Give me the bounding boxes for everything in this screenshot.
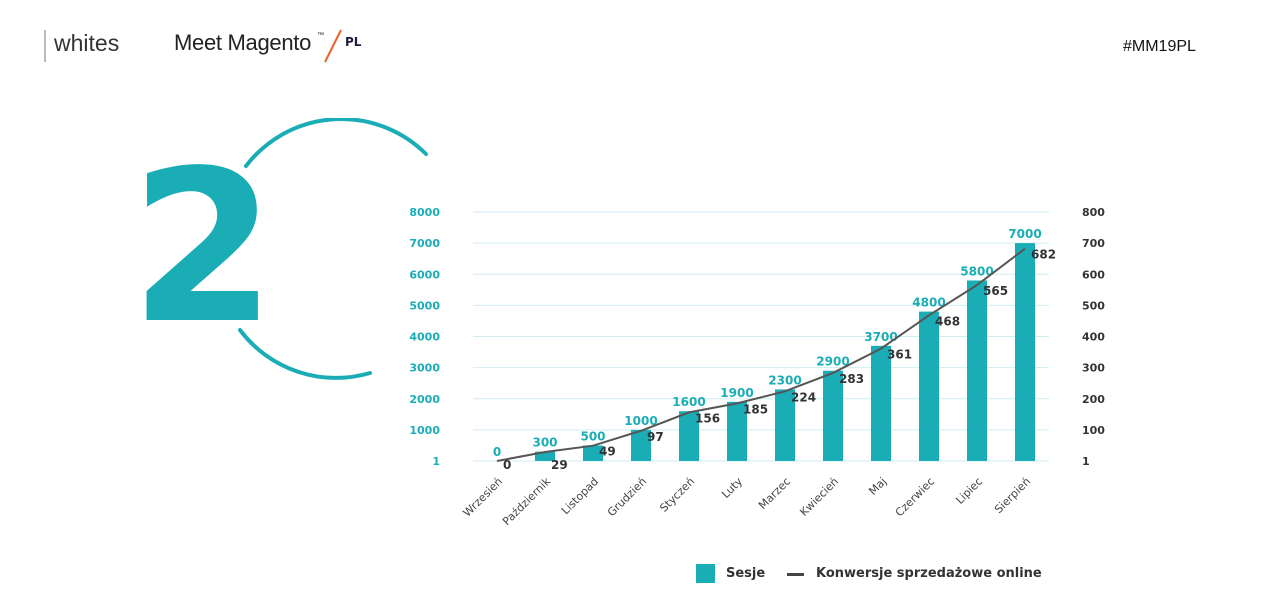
bar-value-label: 1000 <box>624 414 657 428</box>
line-value-label: 224 <box>791 390 816 404</box>
decorative-arc-bottom <box>238 328 372 380</box>
line-value-label: 682 <box>1031 248 1056 262</box>
y-left-tick-label: 1000 <box>409 424 440 437</box>
x-tick-label: Listopad <box>559 475 601 517</box>
line-value-label: 185 <box>743 402 768 416</box>
x-tick-label: Wrzesień <box>461 475 506 520</box>
bar-sessions <box>727 401 747 461</box>
x-tick-label: Kwiecień <box>797 475 841 519</box>
legend-conversions-label: Konwersje sprzedażowe online <box>816 566 1042 581</box>
big-number: 2 <box>130 125 276 370</box>
logo-divider <box>44 30 46 62</box>
x-tick-label: Grudzień <box>605 475 649 519</box>
bar-value-label: 2900 <box>816 355 849 369</box>
bar-sessions <box>871 345 891 461</box>
y-right-tick-label: 1 <box>1082 455 1090 468</box>
whites-logo: whites <box>54 30 120 56</box>
bar-value-label: 5800 <box>960 264 993 278</box>
legend-line-swatch <box>787 573 804 576</box>
bar-sessions <box>679 411 699 461</box>
legend-bar-swatch <box>696 564 715 583</box>
y-right-tick-label: 400 <box>1082 331 1105 344</box>
bar-sessions <box>583 445 603 461</box>
x-tick-label: Marzec <box>756 475 793 512</box>
big-number-graphic: 2 <box>130 118 428 380</box>
bar-value-label: 1600 <box>672 395 705 409</box>
bar-value-label: 2300 <box>768 373 801 387</box>
bar-value-label: 7000 <box>1008 227 1041 241</box>
bar-sessions <box>967 280 987 461</box>
bar-sessions <box>535 451 555 461</box>
y-right-tick-label: 200 <box>1082 393 1105 406</box>
bar-value-label: 0 <box>493 445 501 459</box>
bar-value-label: 3700 <box>864 330 897 344</box>
y-left-tick-label: 1 <box>432 455 440 468</box>
line-value-label: 361 <box>887 348 912 362</box>
x-tick-label: Lipiec <box>953 475 985 507</box>
bar-value-label: 1900 <box>720 386 753 400</box>
y-right-tick-label: 300 <box>1082 362 1105 375</box>
x-tick-label: Maj <box>866 475 889 498</box>
bar-sessions <box>1015 243 1035 461</box>
line-value-label: 49 <box>599 445 616 459</box>
legend-sessions-label: Sesje <box>726 566 766 581</box>
bar-sessions <box>631 429 651 461</box>
y-right-tick-label: 700 <box>1082 237 1105 250</box>
x-tick-label: Sierpień <box>992 475 1033 516</box>
decorative-arc-top <box>244 118 428 168</box>
x-tick-label: Luty <box>719 475 745 501</box>
line-value-label: 565 <box>983 284 1008 298</box>
x-tick-label: Czerwiec <box>893 475 937 519</box>
event-hashtag: #MM19PL <box>1123 38 1196 55</box>
line-value-label: 283 <box>839 372 864 386</box>
y-right-tick-label: 600 <box>1082 268 1105 281</box>
line-conversions <box>496 247 1026 462</box>
y-right-tick-label: 500 <box>1082 299 1105 312</box>
y-left-tick-label: 3000 <box>409 362 440 375</box>
y-left-tick-label: 6000 <box>409 268 440 281</box>
x-tick-label: Styczeń <box>657 475 697 515</box>
line-value-label: 29 <box>551 458 568 472</box>
x-tick-label: Październik <box>500 474 553 527</box>
bar-value-label: 300 <box>532 436 557 450</box>
y-right-tick-label: 100 <box>1082 424 1105 437</box>
y-left-tick-label: 7000 <box>409 237 440 250</box>
line-value-label: 468 <box>935 314 960 328</box>
trademark-mark: ™ <box>317 32 324 39</box>
y-left-tick-label: 4000 <box>409 331 440 344</box>
bar-sessions <box>775 389 795 461</box>
line-value-label: 97 <box>647 430 664 444</box>
y-left-tick-label: 5000 <box>409 299 440 312</box>
line-value-label: 156 <box>695 411 720 425</box>
bar-sessions <box>919 311 939 461</box>
logo-pl-label: PL <box>345 35 362 49</box>
meet-magento-logo: Meet Magento <box>174 30 312 55</box>
logo-slash-icon <box>324 29 342 63</box>
line-value-label: 0 <box>503 458 511 472</box>
bar-value-label: 4800 <box>912 296 945 310</box>
y-left-tick-label: 8000 <box>409 206 440 219</box>
y-left-tick-label: 2000 <box>409 393 440 406</box>
y-right-tick-label: 800 <box>1082 206 1105 219</box>
bar-sessions <box>823 370 843 461</box>
bar-value-label: 500 <box>580 429 605 443</box>
slide-header: whites Meet Magento ™ PL #MM19PL <box>0 0 1280 80</box>
